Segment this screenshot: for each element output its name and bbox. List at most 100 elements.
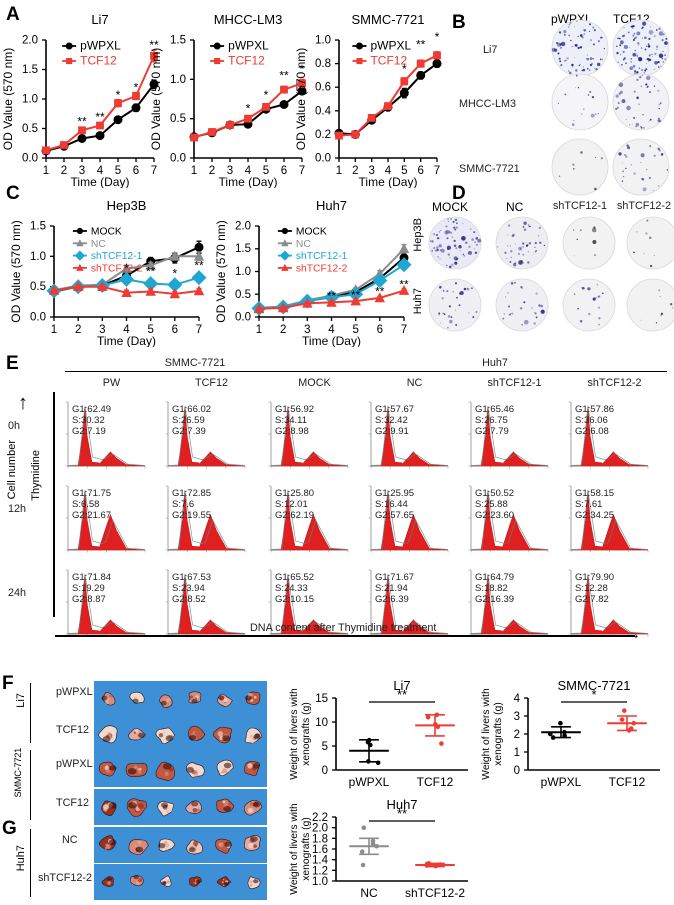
svg-text:OD Value (570 nm): OD Value (570 nm) [1, 48, 15, 151]
svg-text:0.2: 0.2 [315, 129, 331, 141]
svg-text:G2:62.19: G2:62.19 [275, 510, 314, 521]
svg-text:MOCK: MOCK [296, 227, 327, 238]
svg-text:15: 15 [315, 693, 328, 705]
svg-text:2.2: 2.2 [312, 812, 328, 824]
svg-text:TCF12: TCF12 [417, 775, 454, 789]
svg-text:G2:8.87: G2:8.87 [72, 594, 106, 605]
svg-text:G2:9.91: G2:9.91 [375, 426, 409, 437]
svg-text:0.5: 0.5 [235, 289, 251, 301]
svg-text:G1:56.92: G1:56.92 [275, 404, 314, 415]
svg-text:1.5: 1.5 [235, 243, 251, 255]
svg-text:G1:64.79: G1:64.79 [475, 572, 514, 583]
svg-text:Time (Day): Time (Day) [71, 175, 130, 188]
svg-text:G2:21.67: G2:21.67 [72, 510, 111, 521]
svg-text:pWPXL: pWPXL [370, 39, 411, 53]
svg-text:**: ** [397, 687, 407, 702]
svg-text:G2:23.60: G2:23.60 [475, 510, 514, 521]
svg-text:**: ** [279, 68, 289, 82]
svg-text:6: 6 [172, 324, 178, 336]
svg-text:Hep3B: Hep3B [107, 198, 147, 213]
svg-text:S:21.94: S:21.94 [375, 583, 408, 594]
svg-text:shTCF12-2: shTCF12-2 [296, 264, 348, 275]
svg-text:S:12.28: S:12.28 [575, 583, 608, 594]
svg-text:shTCF12-1: shTCF12-1 [296, 251, 348, 262]
svg-text:1.5: 1.5 [30, 221, 46, 233]
svg-text:**: ** [327, 289, 337, 303]
svg-text:S:16.44: S:16.44 [375, 499, 408, 510]
svg-text:G2:7.19: G2:7.19 [72, 426, 106, 437]
svg-text:2: 2 [61, 165, 67, 177]
svg-text:0: 0 [322, 765, 328, 777]
svg-text:2.0: 2.0 [312, 823, 328, 835]
svg-text:0.8: 0.8 [315, 58, 331, 70]
svg-text:7: 7 [434, 165, 440, 177]
svg-text:1.0: 1.0 [235, 266, 251, 278]
svg-text:1.0: 1.0 [315, 35, 331, 47]
svg-text:NC: NC [296, 239, 311, 250]
svg-text:S:19.29: S:19.29 [72, 583, 105, 594]
svg-text:Huh7: Huh7 [316, 198, 347, 213]
svg-text:xenografts (g): xenografts (g) [301, 702, 312, 766]
svg-text:**: ** [416, 37, 426, 51]
svg-text:1: 1 [514, 747, 520, 759]
svg-text:xenografts (g): xenografts (g) [301, 817, 312, 881]
svg-text:*: * [116, 88, 121, 102]
svg-text:G2:8.52: G2:8.52 [172, 594, 206, 605]
svg-text:G1:71.75: G1:71.75 [72, 488, 111, 499]
svg-text:G1:25.80: G1:25.80 [275, 488, 314, 499]
svg-text:pWPXL: pWPXL [80, 39, 121, 53]
svg-text:0.4: 0.4 [315, 105, 332, 117]
svg-text:1.0: 1.0 [30, 251, 46, 263]
svg-text:xenografts (g): xenografts (g) [493, 702, 504, 766]
svg-text:6: 6 [133, 165, 139, 177]
svg-text:3: 3 [514, 711, 520, 723]
svg-text:0.0: 0.0 [315, 153, 331, 165]
svg-text:OD Value (570 nm): OD Value (570 nm) [294, 48, 308, 151]
svg-text:S:34.11: S:34.11 [275, 415, 307, 426]
svg-text:G1:57.67: G1:57.67 [375, 404, 414, 415]
svg-text:5: 5 [322, 741, 328, 753]
svg-text:G2:16.39: G2:16.39 [475, 594, 514, 605]
svg-text:*: * [264, 88, 269, 102]
svg-text:S:36.06: S:36.06 [575, 415, 608, 426]
svg-text:G2:10.15: G2:10.15 [275, 594, 314, 605]
svg-text:*: * [435, 30, 440, 44]
svg-text:0.0: 0.0 [22, 153, 38, 165]
svg-text:Weight of livers with: Weight of livers with [289, 688, 300, 780]
svg-text:G1:62.49: G1:62.49 [72, 404, 111, 415]
svg-text:Time (Day): Time (Day) [219, 175, 278, 188]
svg-text:G1:50.52: G1:50.52 [475, 488, 514, 499]
svg-text:Time (Day): Time (Day) [302, 334, 361, 347]
svg-text:shTCF12-2: shTCF12-2 [405, 886, 465, 900]
svg-text:2: 2 [352, 165, 358, 177]
svg-text:1.2: 1.2 [312, 865, 328, 877]
svg-text:1.0: 1.0 [22, 94, 38, 106]
svg-text:6: 6 [417, 165, 423, 177]
svg-text:OD Value (570 nm): OD Value (570 nm) [9, 220, 23, 323]
svg-text:1.5: 1.5 [170, 35, 186, 47]
svg-text:S:23.94: S:23.94 [172, 583, 205, 594]
svg-text:*: * [246, 101, 251, 115]
svg-text:1.0: 1.0 [170, 74, 186, 86]
svg-text:1: 1 [191, 165, 197, 177]
svg-text:G1:57.86: G1:57.86 [575, 404, 614, 415]
svg-text:G2:19.55: G2:19.55 [172, 510, 211, 521]
svg-text:TCF12: TCF12 [228, 54, 265, 68]
svg-text:G2:34.25: G2:34.25 [575, 510, 614, 521]
svg-text:S:25.88: S:25.88 [475, 499, 508, 510]
svg-text:0: 0 [514, 765, 520, 777]
svg-text:G2:8.98: G2:8.98 [275, 426, 309, 437]
svg-text:G1:65.46: G1:65.46 [475, 404, 514, 415]
svg-text:1.8: 1.8 [312, 833, 328, 845]
svg-text:shTCF12-2: shTCF12-2 [91, 264, 143, 275]
svg-text:S:24.33: S:24.33 [275, 583, 308, 594]
svg-text:TCF12: TCF12 [80, 54, 117, 68]
svg-text:Li7: Li7 [91, 12, 108, 27]
svg-text:pWPXL: pWPXL [228, 39, 269, 53]
svg-text:*: * [591, 687, 596, 702]
svg-text:S:7.61: S:7.61 [575, 499, 602, 510]
svg-text:SMMC-7721: SMMC-7721 [352, 12, 425, 27]
svg-text:1: 1 [43, 165, 49, 177]
svg-text:MHCC-LM3: MHCC-LM3 [214, 12, 283, 27]
svg-text:pWPXL: pWPXL [541, 775, 582, 789]
